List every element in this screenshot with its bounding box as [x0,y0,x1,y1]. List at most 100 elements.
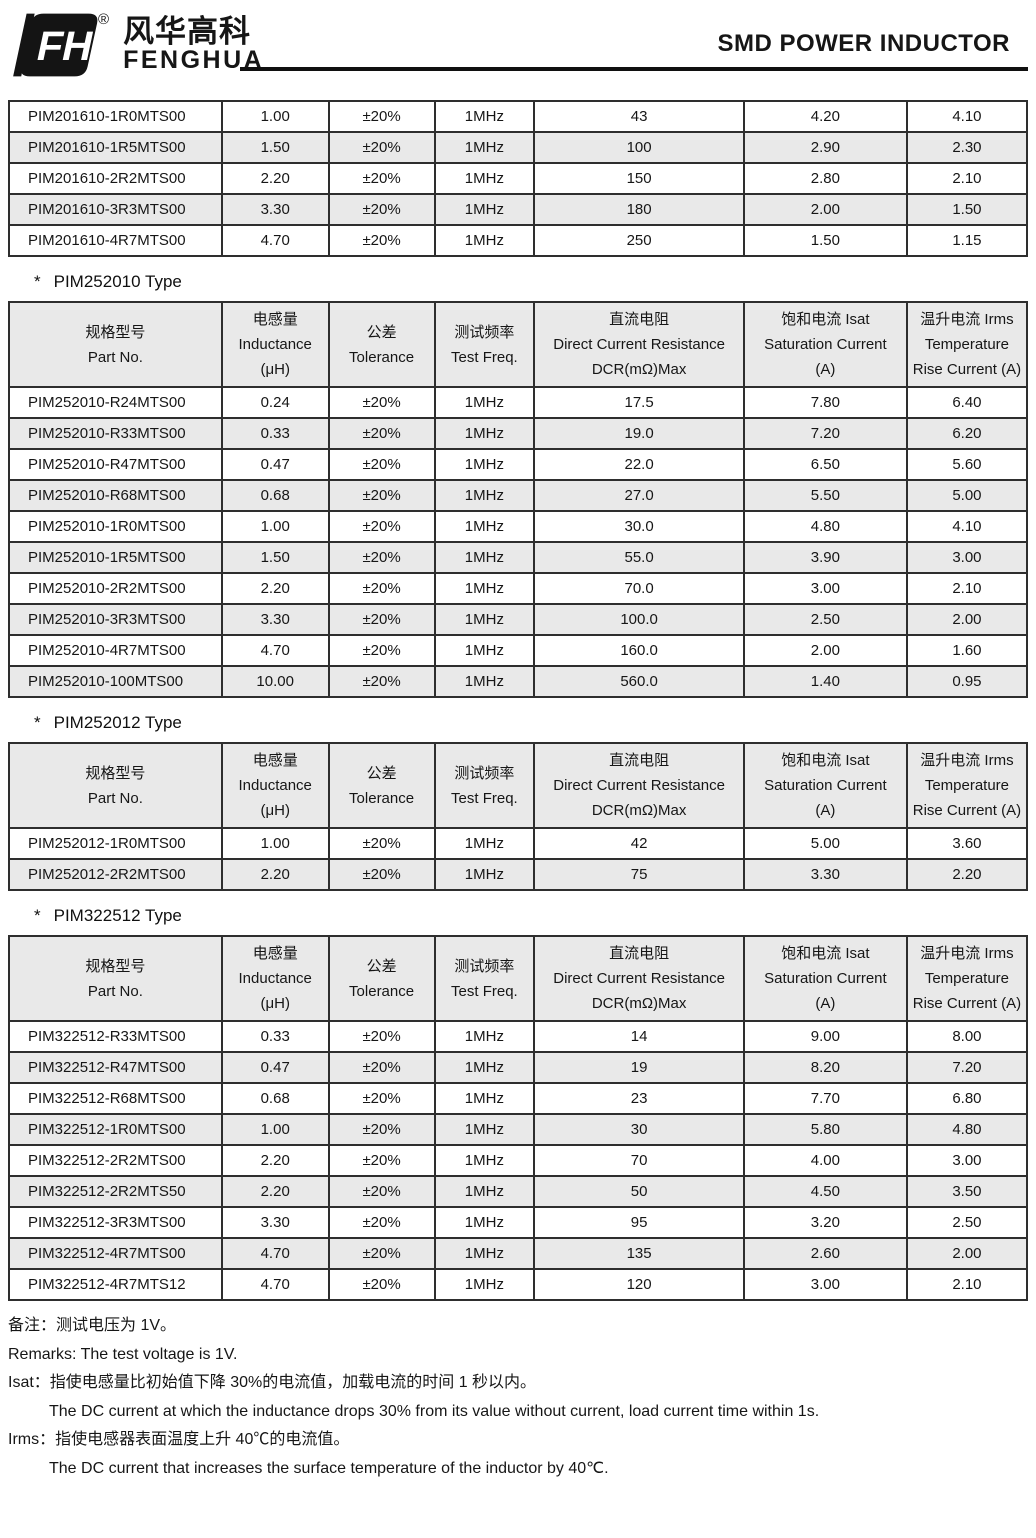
value-cell: 1MHz [433,1206,536,1239]
value-cell: 70.0 [533,572,745,605]
column-header-line: 规格型号 [85,764,146,782]
column-header-line: Temperature [924,970,1010,987]
value-cell: 2.00 [742,634,908,667]
column-header: 公差 Tolerance [327,935,436,1022]
value-cell: 1MHz [433,1113,536,1146]
datasheet-page: FH ® 风华高科 FENGHUA SMD POWER INDUCTOR PIM… [8,12,1029,1483]
value-cell: 4.00 [742,1144,908,1177]
value-cell: 9.00 [742,1020,908,1053]
column-header: 电感量 Inductance (μH) [220,742,330,829]
value-cell: ±20% [327,1268,436,1301]
part-number-cell: PIM252010-4R7MTS00 [8,634,223,667]
section-star: * [34,713,41,732]
value-cell: 1.60 [905,634,1029,667]
column-header-line: Direct Current Resistance [553,777,725,794]
value-cell: 3.60 [905,827,1029,860]
value-cell: 1MHz [433,131,536,164]
part-number-cell: PIM322512-R68MTS00 [8,1082,223,1115]
value-cell: 4.70 [220,224,330,257]
column-header-line: Part No. [87,348,143,366]
column-header-line: 公差 [366,957,397,975]
part-number-cell: PIM322512-2R2MTS50 [8,1175,223,1208]
value-cell: 1.00 [220,1113,330,1146]
value-cell: 0.24 [220,386,330,419]
value-cell: 560.0 [533,665,745,698]
value-cell: 4.10 [905,510,1029,543]
document-title: SMD POWER INDUCTOR [717,30,1010,57]
value-cell: 4.70 [220,1268,330,1301]
column-header-line: Rise Current (A) [912,995,1022,1012]
value-cell: 1.40 [742,665,908,698]
column-header: 直流电阻 Direct Current Resistance DCR(mΩ)Max [533,301,745,388]
column-header-line: Rise Current (A) [912,802,1022,819]
column-header-line: 测试频率 [454,323,515,341]
table-row: PIM322512-4R7MTS12 4.70 ±20% 1MHz 120 3.00 2.1… [8,1268,1029,1301]
value-cell: ±20% [327,858,436,891]
table-row: PIM201610-4R7MTS00 4.70 ±20% 1MHz 250 1.50 1.1… [8,224,1029,257]
value-cell: 2.20 [220,162,330,195]
value-cell: ±20% [327,1051,436,1084]
column-header-line: Saturation Current [764,336,887,353]
value-cell: 3.00 [742,1268,908,1301]
column-header: 测试频率 Test Freq. [433,301,536,388]
part-number-cell: PIM252010-R24MTS00 [8,386,223,419]
value-cell: 1.00 [220,827,330,860]
table-row: PIM252010-2R2MTS00 2.20 ±20% 1MHz 70.0 3.00 2.… [8,572,1029,605]
footnote-line: Irms：指使电感器表面温度上升 40℃的电流值。 [8,1431,350,1448]
value-cell: 1MHz [433,572,536,605]
column-header-line: Test Freq. [451,348,518,366]
table-row: PIM322512-3R3MTS00 3.30 ±20% 1MHz 95 3.20 2.50 [8,1206,1029,1239]
spec-table-pim252010: 规格型号 Part No. 电感量 Inductance (μH) 公差 Tolerance… [8,301,1029,698]
table-row: PIM252010-R47MTS00 0.47 ±20% 1MHz 22.0 6.50 5.… [8,448,1029,481]
table-row: PIM201610-3R3MTS00 3.30 ±20% 1MHz 180 2.00 1.5… [8,193,1029,226]
part-number-cell: PIM201610-1R0MTS00 [8,100,223,133]
value-cell: 1MHz [433,162,536,195]
part-number-cell: PIM322512-4R7MTS00 [8,1237,223,1270]
column-header-line: (μH) [260,802,290,819]
value-cell: 5.00 [905,479,1029,512]
value-cell: ±20% [327,1175,436,1208]
value-cell: ±20% [327,417,436,450]
column-header-line: Saturation Current [764,777,887,794]
table-row: PIM252012-1R0MTS00 1.00 ±20% 1MHz 42 5.00 3.60 [8,827,1029,860]
column-header-line: Rise Current (A) [912,361,1022,378]
column-header: 温升电流 Irms Temperature Rise Current (A) [905,935,1029,1022]
part-number-cell: PIM252010-1R5MTS00 [8,541,223,574]
part-number-cell: PIM322512-2R2MTS00 [8,1144,223,1177]
value-cell: 1MHz [433,479,536,512]
value-cell: 2.50 [742,603,908,636]
value-cell: 3.50 [905,1175,1029,1208]
table-row: PIM322512-4R7MTS00 4.70 ±20% 1MHz 135 2.60 2.0… [8,1237,1029,1270]
column-header-line: 测试频率 [454,764,515,782]
column-header-line: Test Freq. [451,982,518,1000]
value-cell: 120 [533,1268,745,1301]
value-cell: 1MHz [433,1082,536,1115]
part-number-cell: PIM322512-R33MTS00 [8,1020,223,1053]
value-cell: ±20% [327,479,436,512]
value-cell: 55.0 [533,541,745,574]
value-cell: 95 [533,1206,745,1239]
value-cell: 30.0 [533,510,745,543]
value-cell: 1MHz [433,224,536,257]
column-header: 饱和电流 Isat Saturation Current (A) [742,742,908,829]
value-cell: 1.15 [905,224,1029,257]
value-cell: ±20% [327,448,436,481]
value-cell: 3.30 [220,603,330,636]
value-cell: 1MHz [433,510,536,543]
value-cell: 100 [533,131,745,164]
value-cell: 6.50 [742,448,908,481]
section-star: * [34,906,41,925]
column-header-line: Tolerance [349,982,415,1000]
value-cell: 4.80 [742,510,908,543]
value-cell: 1MHz [433,1051,536,1084]
column-header-line: Part No. [87,982,143,1000]
column-header: 规格型号 Part No. [8,935,223,1022]
column-header-line: 测试频率 [454,957,515,975]
spec-table-pim252012: 规格型号 Part No. 电感量 Inductance (μH) 公差 Tolerance… [8,742,1029,891]
value-cell: 5.00 [742,827,908,860]
column-header-line: Part No. [87,789,143,807]
column-header-line: Temperature [924,336,1010,353]
footnotes: 备注：测试电压为 1V。 Remarks: The test voltage is… [8,1312,1028,1483]
value-cell: 180 [533,193,745,226]
column-header-line: (A) [815,995,836,1012]
